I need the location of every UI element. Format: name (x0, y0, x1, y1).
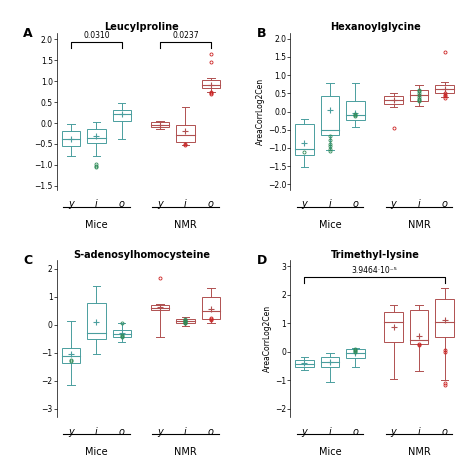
Text: i: i (328, 427, 331, 437)
Text: NMR: NMR (408, 447, 430, 457)
Text: y: y (68, 199, 74, 210)
Text: B: B (256, 27, 266, 40)
Text: y: y (301, 199, 307, 210)
Text: o: o (119, 427, 125, 437)
Text: y: y (301, 427, 307, 437)
Text: o: o (352, 427, 358, 437)
Text: i: i (418, 427, 420, 437)
Text: o: o (208, 427, 214, 437)
Text: y: y (391, 199, 396, 210)
Text: i: i (184, 199, 187, 210)
Y-axis label: AreaCorrLog2Cen: AreaCorrLog2Cen (256, 78, 265, 145)
Text: 0.0310: 0.0310 (83, 31, 109, 40)
Bar (435, 299, 454, 337)
Bar (87, 129, 106, 143)
Text: i: i (328, 199, 331, 210)
Bar (176, 125, 195, 142)
Text: y: y (157, 427, 163, 437)
Y-axis label: AreaCorrLog2Cen: AreaCorrLog2Cen (264, 305, 273, 373)
Text: D: D (256, 254, 267, 267)
Bar (410, 310, 428, 345)
Text: o: o (441, 199, 447, 210)
Text: o: o (352, 199, 358, 210)
Bar (346, 349, 365, 358)
Title: Hexanoylglycine: Hexanoylglycine (330, 22, 420, 32)
Text: Mice: Mice (319, 219, 341, 230)
Text: Mice: Mice (85, 219, 108, 230)
Bar (113, 330, 131, 337)
Text: Mice: Mice (85, 447, 108, 457)
Bar (384, 312, 403, 342)
Text: y: y (157, 199, 163, 210)
Text: 3.9464·10⁻⁵: 3.9464·10⁻⁵ (352, 266, 397, 275)
Bar (151, 305, 169, 310)
Bar (435, 85, 454, 92)
Bar (176, 319, 195, 323)
Text: o: o (119, 199, 125, 210)
Title: S-adenosylhomocysteine: S-adenosylhomocysteine (73, 250, 210, 260)
Bar (295, 124, 314, 155)
Bar (62, 348, 80, 363)
Text: y: y (391, 427, 396, 437)
Bar (202, 81, 220, 88)
Bar (321, 357, 339, 367)
Text: 0.0237: 0.0237 (172, 31, 199, 40)
Text: Mice: Mice (319, 447, 341, 457)
Title: Leucylproline: Leucylproline (104, 22, 179, 32)
Bar (295, 360, 314, 367)
Bar (202, 297, 220, 319)
Bar (151, 122, 169, 127)
Text: i: i (184, 427, 187, 437)
Bar (384, 96, 403, 103)
Text: i: i (95, 199, 98, 210)
Text: NMR: NMR (174, 219, 197, 230)
Bar (410, 90, 428, 100)
Text: C: C (23, 254, 32, 267)
Text: NMR: NMR (174, 447, 197, 457)
Text: A: A (23, 27, 33, 40)
Text: i: i (418, 199, 420, 210)
Title: Trimethyl-lysine: Trimethyl-lysine (331, 250, 419, 260)
Bar (113, 109, 131, 121)
Bar (87, 303, 106, 339)
Text: i: i (95, 427, 98, 437)
Text: o: o (441, 427, 447, 437)
Bar (321, 96, 339, 135)
Text: NMR: NMR (408, 219, 430, 230)
Bar (346, 101, 365, 119)
Text: o: o (208, 199, 214, 210)
Text: y: y (68, 427, 74, 437)
Bar (62, 130, 80, 146)
